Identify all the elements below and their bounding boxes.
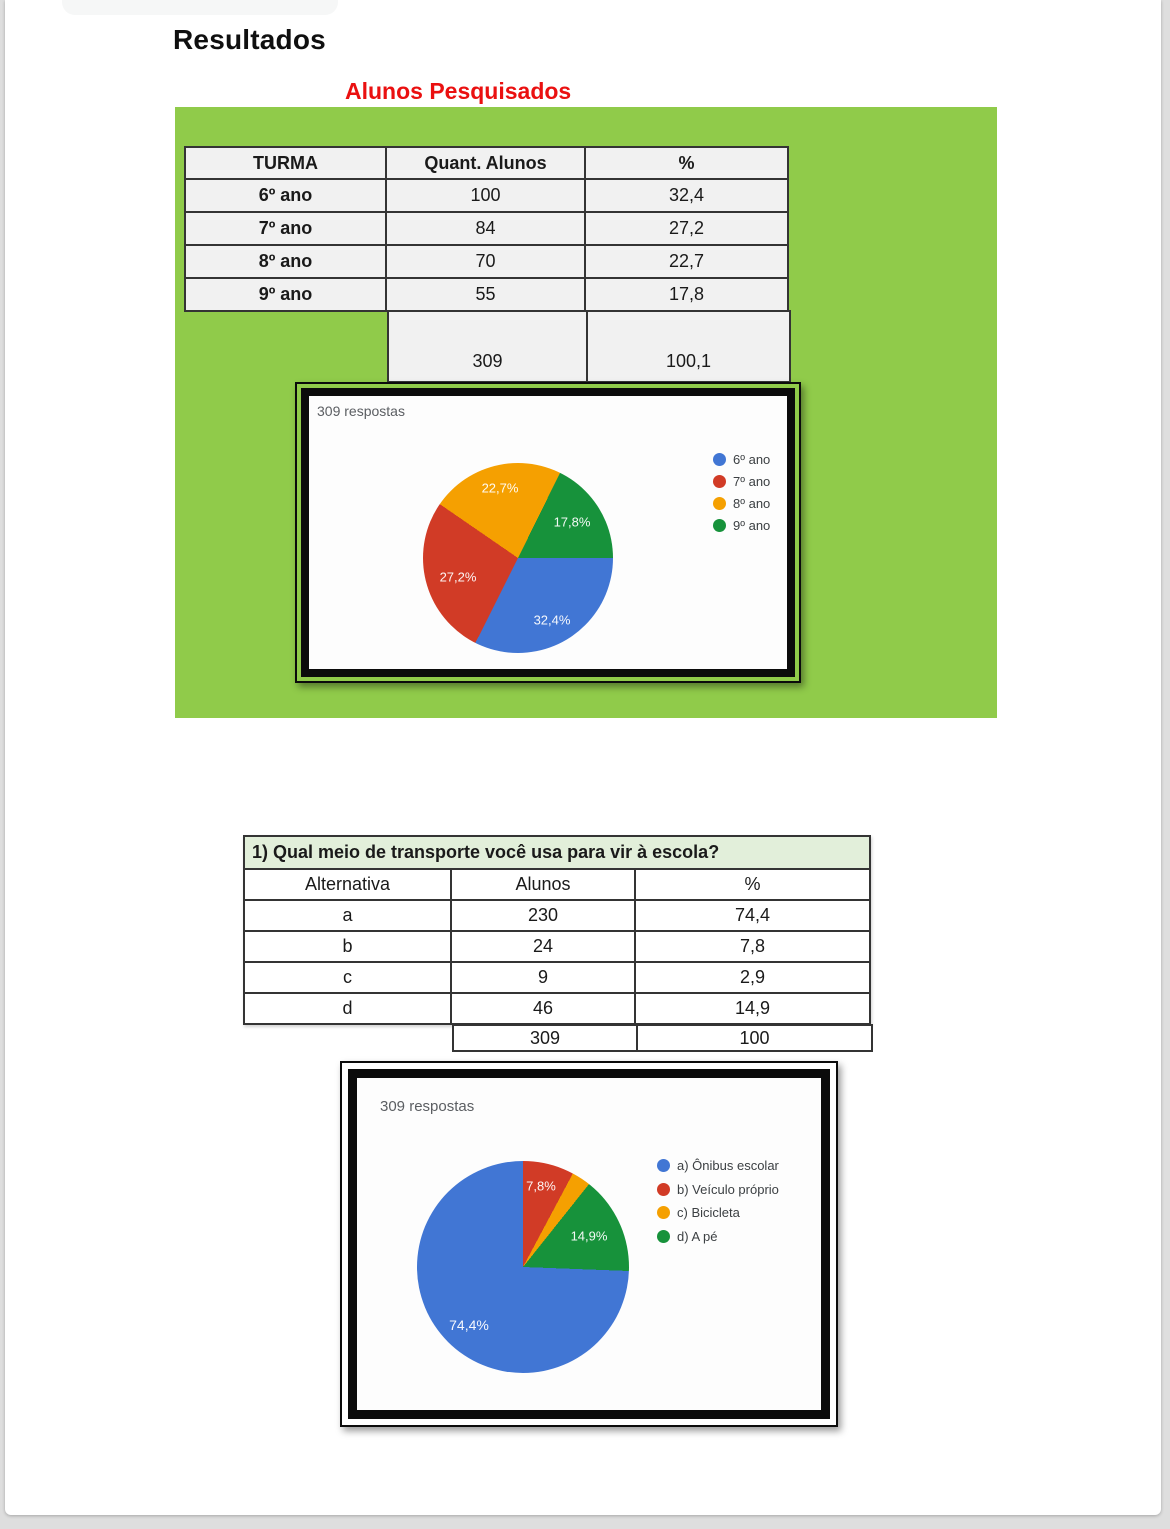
legend-label: 7º ano [733,473,771,489]
total-pct-cell: 100 [636,1024,873,1052]
chart1-frame: 309 respostas 32,4% 27,2% 22,7% 17,8% 6º… [295,382,801,683]
pie-value-label: 22,7% [481,480,519,496]
chart1-canvas: 309 respostas 32,4% 27,2% 22,7% 17,8% 6º… [301,388,795,677]
chart2-legend: a) Ônibus escolar b) Veículo próprio c) … [657,1154,779,1248]
table-cell: d [243,992,452,1025]
chart2-responses-label: 309 respostas [380,1098,475,1115]
table-cell: a [243,899,452,932]
column-header: Alternativa [243,868,452,901]
table-row: 8º ano 70 22,7 [184,244,789,279]
table-row: 7º ano 84 27,2 [184,211,789,246]
table-cell: 84 [385,211,586,246]
turma-table: TURMA Quant. Alunos % 6º ano 100 32,4 7º… [184,146,789,312]
total-pct-cell: 100,1 [586,310,791,383]
legend-color-dot [713,474,726,488]
question-title-cell: 1) Qual meio de transporte você usa para… [243,835,871,870]
table-cell: 14,9 [634,992,871,1025]
legend-color-dot [713,518,726,532]
transporte-table: 1) Qual meio de transporte você usa para… [243,835,871,1025]
table-row: a 230 74,4 [243,899,871,932]
legend-color-dot [713,452,726,466]
legend-label: c) Bicicleta [677,1205,740,1221]
document-page: Resultados Alunos Pesquisados TURMA Quan… [5,0,1161,1515]
legend-color-dot [657,1229,670,1243]
table-row: c 9 2,9 [243,961,871,994]
table-row: 309 100,1 [387,310,791,383]
table-cell: 17,8 [584,277,789,312]
section1-heading: Alunos Pesquisados [345,78,572,104]
column-header: % [634,868,871,901]
table-row: 9º ano 55 17,8 [184,277,789,312]
table-cell: 32,4 [584,178,789,213]
table-cell: 7º ano [184,211,387,246]
legend-label: 6º ano [733,451,771,467]
table-cell: 74,4 [634,899,871,932]
pie-chart-transporte [417,1161,629,1373]
table-cell: 9º ano [184,277,387,312]
legend-color-dot [713,496,726,510]
table-cell: 55 [385,277,586,312]
total-alunos-cell: 309 [452,1024,638,1052]
pie-value-label: 7,8% [526,1178,556,1194]
legend-label: d) A pé [677,1228,718,1244]
total-alunos-cell: 309 [387,310,588,383]
legend-label: b) Veículo próprio [677,1181,779,1197]
column-header: TURMA [184,146,387,180]
pie-value-label: 74,4% [449,1317,489,1333]
legend-item: c) Bicicleta [657,1201,779,1225]
table-cell: 22,7 [584,244,789,279]
legend-item: a) Ônibus escolar [657,1154,779,1178]
section1-green-panel: TURMA Quant. Alunos % 6º ano 100 32,4 7º… [175,107,997,718]
legend-item: d) A pé [657,1225,779,1249]
table-cell: 9 [450,961,636,994]
table-cell: 230 [450,899,636,932]
legend-item: 9º ano [713,514,770,536]
table-row: 6º ano 100 32,4 [184,178,789,213]
table-cell: 46 [450,992,636,1025]
legend-label: 8º ano [733,495,771,511]
table-cell: 27,2 [584,211,789,246]
legend-item: 6º ano [713,448,770,470]
table-cell: 6º ano [184,178,387,213]
legend-item: 7º ano [713,470,770,492]
table-row: b 24 7,8 [243,930,871,963]
legend-label: 9º ano [733,517,771,533]
table-cell: 100 [385,178,586,213]
table-cell: 2,9 [634,961,871,994]
pie-value-label: 14,9% [570,1228,608,1244]
chart2-frame: 309 respostas 74,4% 7,8% 14,9% a) Ônibus… [340,1061,838,1427]
table-title-row: 1) Qual meio de transporte você usa para… [243,835,871,870]
legend-item: 8º ano [713,492,770,514]
column-header: Quant. Alunos [385,146,586,180]
table-cell: 24 [450,930,636,963]
pie-value-label: 32,4% [533,612,571,628]
table-cell: b [243,930,452,963]
chart1-legend: 6º ano 7º ano 8º ano 9º ano [713,448,770,536]
table-row: d 46 14,9 [243,992,871,1025]
table-cell: 7,8 [634,930,871,963]
page-title: Resultados [173,24,326,55]
pie-value-label: 27,2% [439,569,477,585]
legend-color-dot [657,1182,670,1196]
top-edge-artifact [62,0,338,15]
turma-table-total-row: 309 100,1 [387,310,791,383]
table-row: 309 100 [452,1024,873,1052]
table-cell: 70 [385,244,586,279]
table-cell: 8º ano [184,244,387,279]
column-header: % [584,146,789,180]
pie-value-label: 17,8% [553,514,591,530]
chart1-responses-label: 309 respostas [317,403,405,419]
legend-label: a) Ônibus escolar [677,1158,779,1174]
legend-color-dot [657,1206,670,1220]
chart2-canvas: 309 respostas 74,4% 7,8% 14,9% a) Ônibus… [348,1069,830,1419]
legend-color-dot [657,1159,670,1173]
table-header-row: Alternativa Alunos % [243,868,871,901]
table-header-row: TURMA Quant. Alunos % [184,146,789,180]
transporte-table-total-row: 309 100 [452,1024,873,1052]
legend-item: b) Veículo próprio [657,1178,779,1202]
pie-chart-turmas [423,463,613,653]
column-header: Alunos [450,868,636,901]
table-cell: c [243,961,452,994]
